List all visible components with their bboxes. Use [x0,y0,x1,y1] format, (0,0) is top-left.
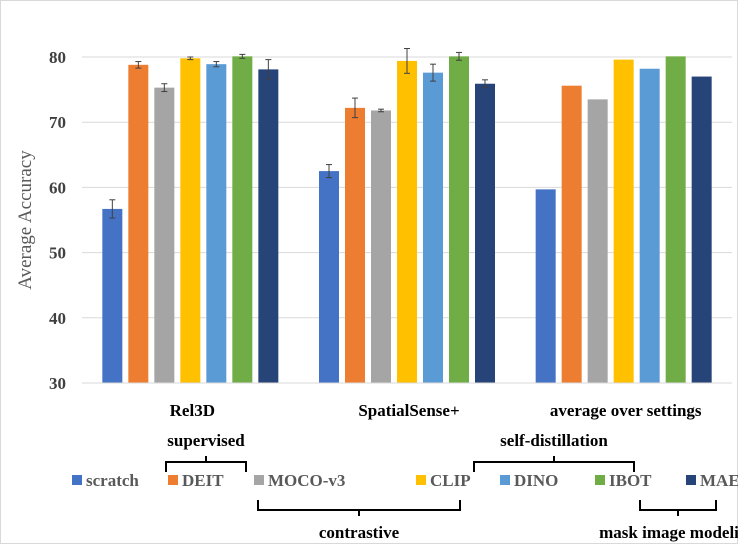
bar-ibot-average-over-settings [665,56,686,384]
legend-label-moco-v3: MOCO-v3 [268,471,345,490]
x-tick-label-rel3d: Rel3D [170,401,215,420]
bar-mae-average-over-settings [691,76,712,383]
legend-swatch-clip [416,475,426,485]
bar-mae-spatialsense [475,83,495,384]
group-label-contrastive: contrastive [319,523,400,542]
bar-clip-rel3d [180,58,201,383]
bar-moco-v3-rel3d [154,87,175,384]
bar-dino-spatialsense [423,72,443,383]
group-label-self-distillation: self-distillation [500,431,608,450]
legend-label-scratch: scratch [86,471,139,490]
bar-deit-spatialsense [345,107,365,383]
bar-moco-v3-average-over-settings [587,99,608,383]
y-tick-label-30: 30 [49,374,66,393]
bar-deit-average-over-settings [561,85,582,384]
group-bracket-mask-image-modeling [639,500,717,516]
group-bracket-self-distillation [473,456,635,472]
y-axis-title: Average Accuracy [15,150,36,290]
legend-swatch-deit [168,475,178,485]
legend-swatch-scratch [72,475,82,485]
legend-label-deit: DEIT [182,471,224,490]
legend-swatch-dino [500,475,510,485]
group-label-supervised: supervised [167,431,245,450]
x-tick-label-spatialsense: SpatialSense+ [358,401,459,420]
legend-swatch-moco-v3 [254,475,264,485]
legend-label-ibot: IBOT [609,471,652,490]
bar-scratch-rel3d [102,208,123,383]
bar-scratch-average-over-settings [535,189,556,383]
group-bracket-contrastive [257,500,461,516]
legend-swatch-mae [686,475,696,485]
bar-mae-rel3d [258,69,279,383]
bar-clip-average-over-settings [613,59,634,383]
group-bracket-supervised [165,456,247,472]
y-tick-label-70: 70 [49,113,66,132]
bar-moco-v3-spatialsense [371,110,391,384]
legend-swatch-ibot [595,475,605,485]
bar-dino-rel3d [206,64,227,383]
group-label-mask-image-modeling: mask image modeling [599,523,738,542]
bar-ibot-spatialsense [449,56,469,384]
y-tick-label-80: 80 [49,48,66,67]
bar-deit-rel3d [128,64,149,383]
y-tick-label-60: 60 [49,178,66,197]
x-tick-label-average-over-settings: average over settings [550,401,702,420]
bar-scratch-spatialsense [319,171,339,383]
bar-dino-average-over-settings [639,68,660,384]
bar-ibot-rel3d [232,56,253,384]
legend-label-dino: DINO [514,471,558,490]
y-tick-label-40: 40 [49,309,66,328]
bar-clip-spatialsense [397,60,417,384]
legend-label-mae: MAE [700,471,738,490]
legend-label-clip: CLIP [430,471,471,490]
y-tick-label-50: 50 [49,244,66,263]
